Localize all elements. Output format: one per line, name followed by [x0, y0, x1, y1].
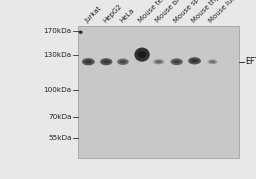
Ellipse shape	[191, 59, 198, 63]
Ellipse shape	[138, 51, 146, 58]
Bar	[78, 26, 239, 158]
Ellipse shape	[210, 61, 215, 63]
Text: Jurkat: Jurkat	[84, 6, 103, 24]
Ellipse shape	[82, 58, 95, 65]
Text: HepG2: HepG2	[102, 3, 123, 24]
Text: 130kDa: 130kDa	[44, 52, 72, 59]
Ellipse shape	[188, 57, 201, 64]
Text: Mouse lung: Mouse lung	[208, 0, 241, 24]
Text: Mouse spleen: Mouse spleen	[172, 0, 210, 24]
Ellipse shape	[173, 60, 180, 63]
Ellipse shape	[153, 59, 164, 64]
Text: 170kDa: 170kDa	[44, 28, 72, 34]
Ellipse shape	[120, 60, 126, 63]
Ellipse shape	[170, 58, 183, 65]
Ellipse shape	[100, 58, 112, 65]
Ellipse shape	[117, 59, 129, 65]
Ellipse shape	[134, 48, 150, 62]
Text: 100kDa: 100kDa	[44, 86, 72, 93]
Text: Mouse testis: Mouse testis	[138, 0, 173, 24]
Text: HeLa: HeLa	[119, 8, 135, 24]
Ellipse shape	[208, 59, 217, 64]
Text: 55kDa: 55kDa	[48, 135, 72, 141]
Text: 70kDa: 70kDa	[48, 114, 72, 120]
Ellipse shape	[84, 60, 92, 64]
Text: EFTUD2: EFTUD2	[245, 57, 256, 66]
Ellipse shape	[79, 31, 83, 34]
Text: Mouse thymus: Mouse thymus	[190, 0, 231, 24]
Ellipse shape	[156, 61, 162, 63]
Ellipse shape	[103, 60, 110, 64]
Text: Mouse brain: Mouse brain	[154, 0, 189, 24]
